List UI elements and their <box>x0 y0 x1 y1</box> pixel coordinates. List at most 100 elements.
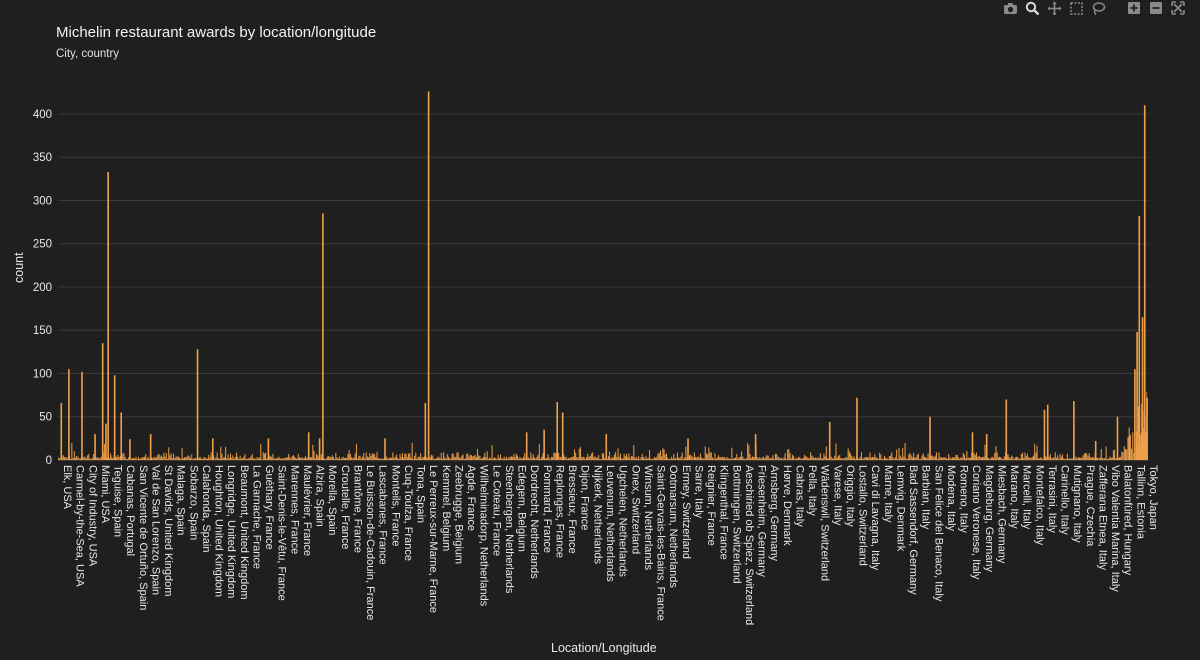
bar[interactable] <box>845 456 847 460</box>
bar[interactable] <box>236 452 238 460</box>
bar[interactable] <box>703 458 705 460</box>
bar[interactable] <box>300 457 302 460</box>
bar[interactable] <box>142 457 144 460</box>
bar[interactable] <box>883 455 886 460</box>
bar[interactable] <box>237 456 239 460</box>
bar[interactable] <box>1019 458 1021 460</box>
bar[interactable] <box>312 444 314 460</box>
bar[interactable] <box>598 454 600 460</box>
bar[interactable] <box>226 458 228 460</box>
bar[interactable] <box>517 455 519 460</box>
bar[interactable] <box>1089 457 1091 460</box>
bar[interactable] <box>1049 454 1051 460</box>
bar[interactable] <box>538 443 540 460</box>
bar[interactable] <box>748 445 750 460</box>
bar[interactable] <box>232 455 234 460</box>
bar[interactable] <box>1069 457 1071 460</box>
bar[interactable] <box>252 458 255 460</box>
bar[interactable] <box>974 455 976 460</box>
bar[interactable] <box>999 456 1001 460</box>
bar[interactable] <box>618 456 620 460</box>
bar[interactable] <box>1020 454 1022 460</box>
bar[interactable] <box>335 452 337 460</box>
bar[interactable] <box>768 458 770 460</box>
bar[interactable] <box>954 457 956 460</box>
bar[interactable] <box>1144 397 1145 460</box>
bar[interactable] <box>245 458 247 460</box>
bar[interactable] <box>492 458 494 460</box>
bar[interactable] <box>670 456 672 460</box>
bar[interactable] <box>1032 455 1034 460</box>
bar[interactable] <box>311 456 313 460</box>
bar[interactable] <box>1031 456 1033 460</box>
bar[interactable] <box>354 453 356 460</box>
bar[interactable] <box>1040 457 1042 460</box>
bar[interactable] <box>652 458 654 460</box>
bar[interactable] <box>807 457 809 460</box>
bar[interactable] <box>945 457 947 460</box>
bar[interactable] <box>1138 406 1139 460</box>
bar[interactable] <box>719 456 721 460</box>
bar[interactable] <box>555 453 557 460</box>
bar[interactable] <box>477 448 479 460</box>
bar[interactable] <box>1057 455 1059 460</box>
bar[interactable] <box>996 452 998 460</box>
bar[interactable] <box>112 458 114 460</box>
bar-peak[interactable] <box>1116 416 1119 460</box>
bar[interactable] <box>939 457 941 460</box>
bar[interactable] <box>521 458 523 460</box>
bar[interactable] <box>406 456 408 460</box>
bar-peak[interactable] <box>828 421 831 460</box>
bar[interactable] <box>778 457 780 460</box>
bar-peak[interactable] <box>384 438 386 460</box>
bar[interactable] <box>99 458 101 460</box>
bar[interactable] <box>447 456 450 460</box>
bar[interactable] <box>989 458 991 460</box>
bar[interactable] <box>187 455 189 460</box>
bar[interactable] <box>444 457 446 460</box>
bar[interactable] <box>169 455 171 460</box>
bar[interactable] <box>750 457 752 460</box>
bar[interactable] <box>376 451 378 460</box>
bar[interactable] <box>594 456 596 460</box>
bar[interactable] <box>340 459 342 460</box>
bar[interactable] <box>865 457 867 460</box>
bar[interactable] <box>1142 410 1144 460</box>
bar[interactable] <box>1104 457 1106 460</box>
bar[interactable] <box>810 452 812 460</box>
bar[interactable] <box>617 448 619 460</box>
bar[interactable] <box>661 456 663 460</box>
bar[interactable] <box>251 453 253 460</box>
bar[interactable] <box>774 453 777 460</box>
bar[interactable] <box>541 456 543 460</box>
bar[interactable] <box>485 456 487 460</box>
bar[interactable] <box>263 453 265 460</box>
bar[interactable] <box>1140 435 1141 460</box>
bar[interactable] <box>177 456 179 460</box>
bar[interactable] <box>329 456 331 460</box>
bar[interactable] <box>507 458 509 460</box>
bar[interactable] <box>502 458 504 460</box>
bar[interactable] <box>438 456 440 460</box>
bar[interactable] <box>833 458 835 460</box>
bar[interactable] <box>743 458 745 460</box>
bar[interactable] <box>1139 416 1141 460</box>
bar[interactable] <box>180 459 182 460</box>
bar[interactable] <box>1030 458 1032 460</box>
bar[interactable] <box>76 455 78 460</box>
bar[interactable] <box>1059 453 1061 460</box>
bar[interactable] <box>284 458 286 460</box>
bar[interactable] <box>500 454 502 460</box>
bar[interactable] <box>696 457 698 460</box>
bar-peak[interactable] <box>322 213 324 460</box>
bar[interactable] <box>1008 456 1010 460</box>
bar[interactable] <box>454 457 456 460</box>
bar[interactable] <box>88 454 90 460</box>
bar[interactable] <box>163 452 165 460</box>
bar[interactable] <box>646 458 648 460</box>
bar[interactable] <box>759 457 761 460</box>
bar[interactable] <box>1093 457 1095 460</box>
bar[interactable] <box>604 457 606 460</box>
bar[interactable] <box>940 457 942 460</box>
bar[interactable] <box>699 453 701 460</box>
